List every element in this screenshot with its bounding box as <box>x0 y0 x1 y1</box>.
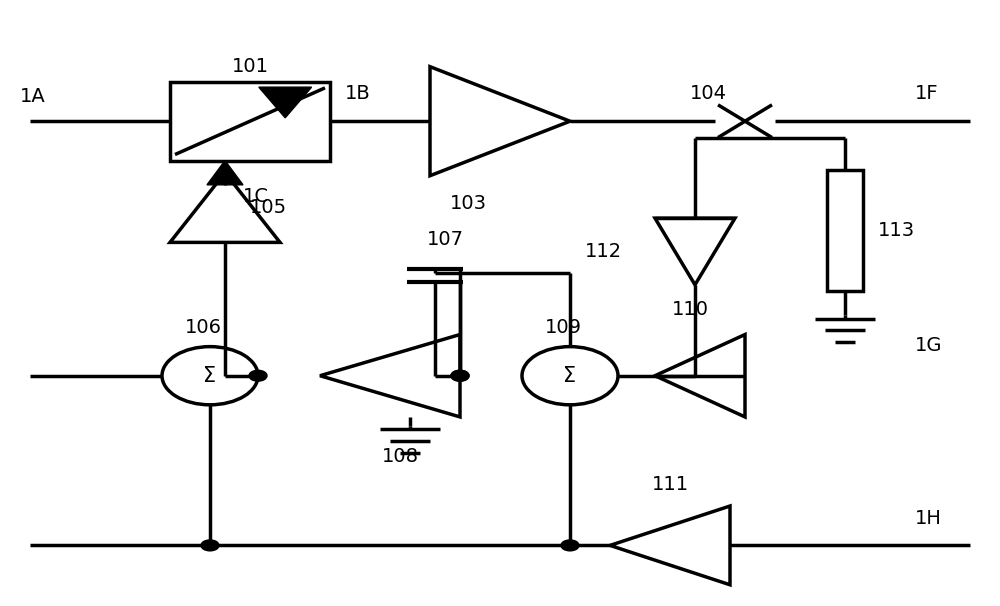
Circle shape <box>201 540 219 551</box>
Text: 108: 108 <box>382 447 418 466</box>
Circle shape <box>561 540 579 551</box>
Circle shape <box>451 370 469 381</box>
Text: 110: 110 <box>672 299 708 319</box>
Text: 1H: 1H <box>915 508 942 528</box>
Text: 112: 112 <box>585 242 622 261</box>
Text: 104: 104 <box>690 84 727 104</box>
Text: 1B: 1B <box>345 84 371 104</box>
Polygon shape <box>259 87 312 118</box>
Text: 1C: 1C <box>243 187 269 207</box>
Text: 107: 107 <box>426 230 464 249</box>
Text: 105: 105 <box>250 198 287 217</box>
Text: 103: 103 <box>450 193 487 213</box>
Text: 101: 101 <box>232 57 268 76</box>
Text: 113: 113 <box>878 221 915 240</box>
Text: 106: 106 <box>185 318 222 337</box>
Text: 1G: 1G <box>915 336 942 355</box>
Text: 1F: 1F <box>915 84 939 104</box>
Circle shape <box>451 370 469 381</box>
Bar <box>827 170 863 291</box>
Circle shape <box>249 370 267 381</box>
Text: 109: 109 <box>545 318 582 337</box>
Text: 1A: 1A <box>20 87 46 107</box>
Text: Σ: Σ <box>563 365 577 386</box>
Text: 111: 111 <box>651 475 689 494</box>
Bar <box>170 82 330 161</box>
Polygon shape <box>207 161 243 185</box>
Text: Σ: Σ <box>203 365 217 386</box>
